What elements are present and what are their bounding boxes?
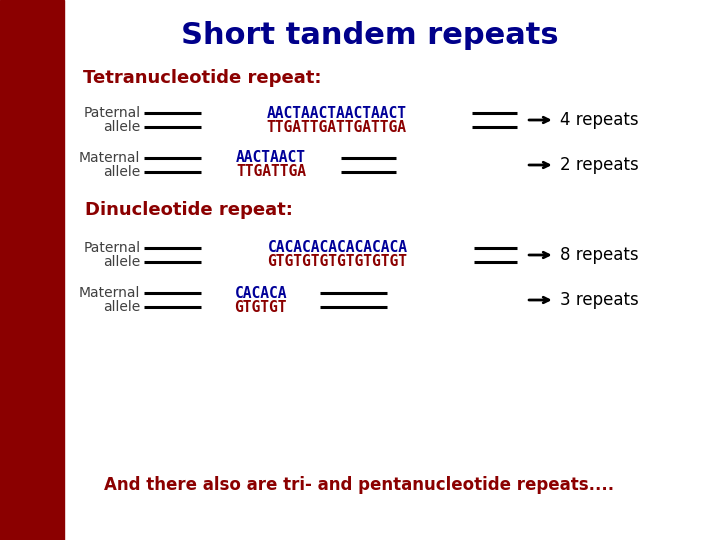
Text: 3 repeats: 3 repeats bbox=[560, 291, 639, 309]
Text: AACTAACTAACTAACT: AACTAACTAACTAACT bbox=[266, 105, 407, 120]
Text: Maternal: Maternal bbox=[79, 286, 140, 300]
Text: Short tandem repeats: Short tandem repeats bbox=[181, 21, 559, 50]
Text: CACACACACACACACA: CACACACACACACACA bbox=[268, 240, 408, 255]
Text: GTGTGT: GTGTGT bbox=[235, 300, 287, 314]
Text: allele: allele bbox=[103, 165, 140, 179]
Text: Tetranucleotide repeat:: Tetranucleotide repeat: bbox=[84, 69, 322, 87]
Text: allele: allele bbox=[103, 255, 140, 269]
Text: GTGTGTGTGTGTGTGT: GTGTGTGTGTGTGTGT bbox=[268, 254, 408, 269]
Text: allele: allele bbox=[103, 300, 140, 314]
Text: CACACA: CACACA bbox=[235, 286, 287, 300]
Text: Paternal: Paternal bbox=[84, 106, 140, 120]
Text: allele: allele bbox=[103, 120, 140, 134]
Text: And there also are tri- and pentanucleotide repeats....: And there also are tri- and pentanucleot… bbox=[104, 476, 614, 494]
Text: TTGATTGA: TTGATTGA bbox=[236, 165, 306, 179]
Text: TTGATTGATTGATTGA: TTGATTGATTGATTGA bbox=[266, 119, 407, 134]
Text: 4 repeats: 4 repeats bbox=[560, 111, 639, 129]
Text: 8 repeats: 8 repeats bbox=[560, 246, 639, 264]
Bar bbox=[0, 0, 65, 540]
Text: Maternal: Maternal bbox=[79, 151, 140, 165]
Text: Dinucleotide repeat:: Dinucleotide repeat: bbox=[86, 201, 293, 219]
Text: Paternal: Paternal bbox=[84, 241, 140, 255]
Text: 2 repeats: 2 repeats bbox=[560, 156, 639, 174]
Text: AACTAACT: AACTAACT bbox=[236, 151, 306, 165]
